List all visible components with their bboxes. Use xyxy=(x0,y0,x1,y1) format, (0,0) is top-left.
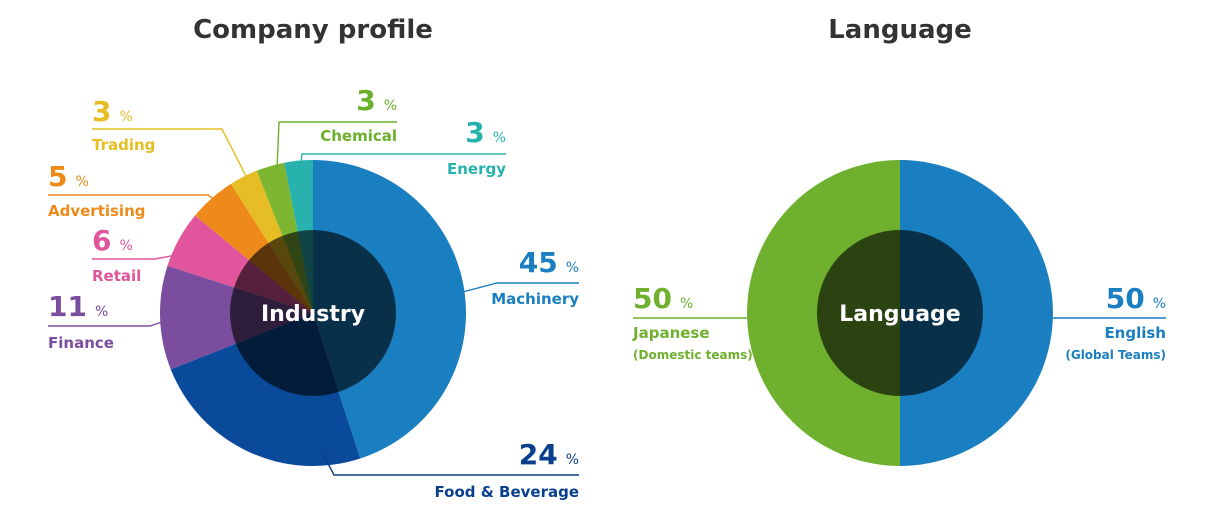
language-center-label: Language xyxy=(839,302,960,327)
language-japanese-category-label: Japanese xyxy=(632,324,710,342)
industry-chemical-leader-line xyxy=(276,121,397,171)
language-english-sublabel: (Global Teams) xyxy=(1065,348,1166,362)
industry-food-beverage-leader-line xyxy=(321,451,579,476)
chart-title-language: Language xyxy=(828,15,972,45)
pie-center-hole xyxy=(817,230,983,396)
industry-retail-value-label: 6% xyxy=(92,224,133,257)
industry-energy-value-label: 3% xyxy=(465,116,506,149)
industry-center-label: Industry xyxy=(261,302,365,327)
industry-advertising-value-label: 5% xyxy=(48,160,89,193)
language-japanese-sublabel: (Domestic teams) xyxy=(633,348,753,362)
language-japanese-value-label: 50% xyxy=(633,282,693,315)
industry-machinery-value-label: 45% xyxy=(519,246,579,279)
industry-food-beverage-value-label: 24% xyxy=(519,438,579,471)
language-pie xyxy=(747,160,1053,466)
industry-finance-value-label: 11% xyxy=(48,290,108,323)
industry-pie xyxy=(159,160,466,466)
industry-chemical-category-label: Chemical xyxy=(320,127,397,145)
industry-retail-category-label: Retail xyxy=(92,267,141,285)
industry-energy-leader-line xyxy=(299,153,506,176)
industry-chemical-value-label: 3% xyxy=(356,84,397,117)
industry-machinery-leader-line xyxy=(439,282,579,299)
industry-advertising-leader-line xyxy=(48,194,226,208)
industry-trading-value-label: 3% xyxy=(92,95,133,128)
language-english-value-label: 50% xyxy=(1106,282,1166,315)
industry-trading-category-label: Trading xyxy=(92,136,155,154)
industry-food-beverage-category-label: Food & Beverage xyxy=(435,483,580,501)
industry-finance-category-label: Finance xyxy=(48,334,114,352)
industry-trading-leader-line xyxy=(92,128,250,183)
industry-energy-category-label: Energy xyxy=(447,160,506,178)
industry-advertising-category-label: Advertising xyxy=(48,202,146,220)
industry-retail-leader-line xyxy=(92,248,209,260)
industry-machinery-category-label: Machinery xyxy=(491,290,579,308)
industry-finance-leader-line xyxy=(48,317,175,327)
pie-center-hole xyxy=(230,230,396,396)
chart-title-company-profile: Company profile xyxy=(193,15,433,45)
language-english-category-label: English xyxy=(1104,324,1166,342)
slice-labels: 45 % Machinery 24 % Food & Beverage 11 % Finance… xyxy=(48,84,1166,501)
